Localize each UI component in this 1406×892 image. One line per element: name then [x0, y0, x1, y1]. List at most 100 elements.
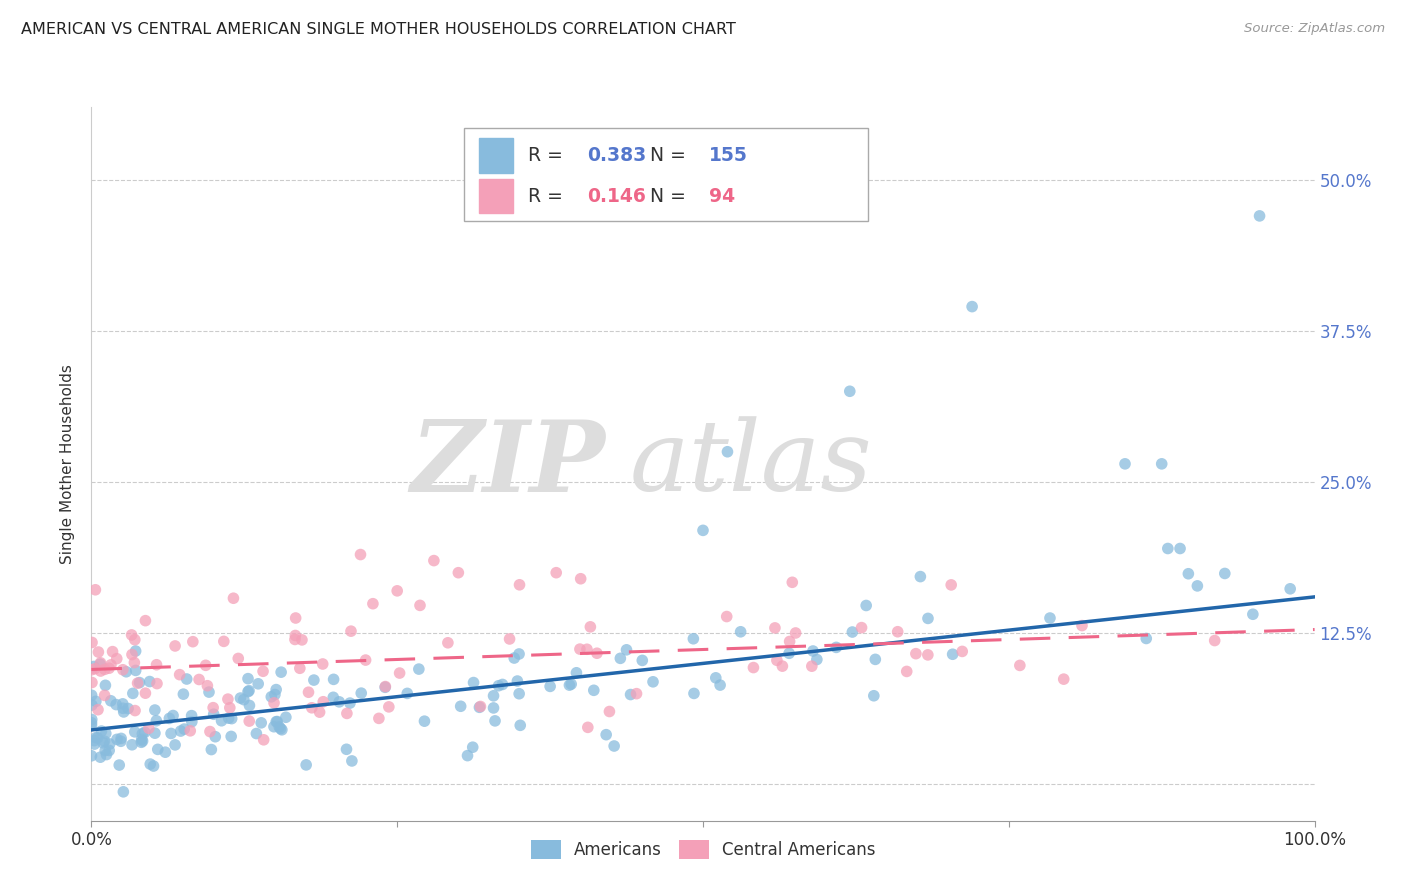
Point [180, 708, 202, 723]
Point [626, 687, 648, 701]
Point [138, 721, 160, 735]
Point [80, 718, 103, 732]
Point [361, 597, 384, 611]
Point [312, 657, 335, 671]
Point [950, 644, 973, 658]
Point [83, 737, 105, 751]
Point [354, 653, 377, 667]
Point [463, 675, 485, 690]
Point [84, 731, 107, 745]
Point [413, 714, 436, 728]
Point [274, 710, 297, 724]
Point [284, 632, 307, 647]
Point [595, 728, 617, 742]
Point [198, 685, 221, 699]
Text: 94: 94 [709, 186, 735, 206]
Point [218, 700, 240, 714]
Point [221, 712, 243, 726]
Point [350, 686, 373, 700]
Point [1249, 209, 1271, 223]
Point [238, 714, 260, 728]
Point [942, 647, 965, 661]
Point [112, 705, 135, 719]
Point [506, 674, 529, 689]
Point [146, 742, 169, 756]
Point [682, 632, 704, 646]
Point [270, 665, 292, 680]
Point [170, 724, 193, 739]
Point [105, 698, 128, 712]
Point [1279, 582, 1302, 596]
Point [80, 713, 103, 727]
Point [101, 645, 124, 659]
Point [110, 734, 132, 748]
Point [1039, 611, 1062, 625]
Text: AMERICAN VS CENTRAL AMERICAN SINGLE MOTHER HOUSEHOLDS CORRELATION CHART: AMERICAN VS CENTRAL AMERICAN SINGLE MOTH… [21, 22, 735, 37]
Point [941, 578, 963, 592]
Text: N =: N = [651, 146, 692, 165]
Point [1150, 457, 1173, 471]
Point [509, 578, 531, 592]
Point [134, 725, 156, 739]
Point [349, 548, 371, 562]
Point [374, 680, 396, 694]
Point [270, 723, 292, 737]
Point [202, 700, 225, 714]
Point [84, 582, 107, 597]
Point [128, 675, 150, 690]
Point [263, 720, 285, 734]
Point [217, 692, 239, 706]
Point [641, 674, 664, 689]
Point [322, 690, 344, 705]
Point [80, 635, 103, 649]
Point [917, 648, 939, 662]
Point [131, 734, 153, 748]
Point [83, 659, 105, 673]
Point [302, 673, 325, 687]
Point [1135, 632, 1157, 646]
Point [450, 699, 472, 714]
Point [1241, 607, 1264, 622]
Point [252, 665, 274, 679]
Point [503, 651, 526, 665]
Point [1157, 541, 1180, 556]
Text: atlas: atlas [630, 417, 872, 511]
Text: 155: 155 [709, 146, 748, 165]
Bar [479, 179, 513, 213]
Point [80, 715, 103, 730]
Point [408, 662, 430, 676]
Point [173, 722, 195, 736]
Point [180, 714, 202, 729]
Point [284, 611, 307, 625]
Text: R =: R = [529, 146, 569, 165]
Point [94, 743, 117, 757]
Point [98, 743, 121, 757]
Point [609, 651, 631, 665]
Point [264, 688, 287, 702]
Point [236, 672, 259, 686]
Point [253, 732, 276, 747]
Point [124, 644, 146, 658]
Point [468, 700, 491, 714]
Point [1114, 457, 1136, 471]
Text: ZIP: ZIP [411, 416, 605, 512]
Point [110, 731, 132, 746]
Point [785, 626, 807, 640]
Point [770, 659, 793, 673]
Point [198, 724, 221, 739]
Point [538, 679, 561, 693]
Point [139, 757, 162, 772]
Point [124, 664, 146, 678]
Point [484, 714, 506, 728]
Point [124, 704, 146, 718]
Point [83, 733, 105, 747]
Point [378, 699, 401, 714]
Point [111, 697, 134, 711]
Point [778, 646, 800, 660]
Point [396, 686, 419, 700]
Point [80, 698, 103, 712]
Point [124, 724, 146, 739]
Point [560, 677, 582, 691]
Point [100, 657, 122, 672]
Point [146, 676, 169, 690]
